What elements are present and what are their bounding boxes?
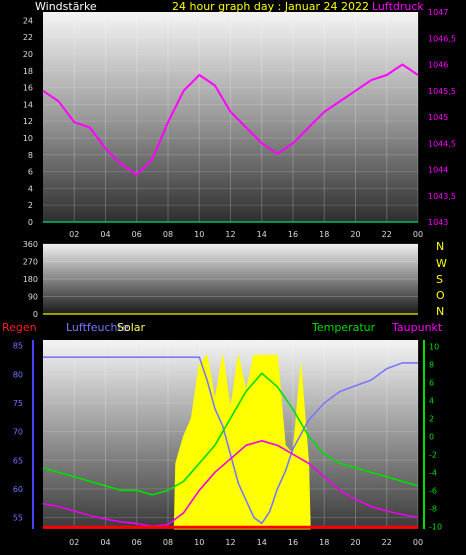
- humidity-ytick-65: 65: [13, 456, 23, 465]
- direction-label-s: S: [436, 273, 443, 286]
- top-xtick-04: 04: [100, 230, 110, 239]
- wind-ytick-0: 0: [28, 218, 33, 227]
- wind-ytick-10: 10: [23, 134, 33, 143]
- pressure-ytick-1043,5: 1043,5: [428, 192, 456, 201]
- pressure-ytick-1044,5: 1044,5: [428, 139, 456, 148]
- pressure-ytick-1045,5: 1045,5: [428, 87, 456, 96]
- temperature-legend: Temperatur: [312, 321, 376, 334]
- bottom-xtick-06: 06: [132, 538, 142, 547]
- humidity-ytick-70: 70: [13, 428, 23, 437]
- direction-ytick-360: 360: [23, 240, 38, 249]
- wind-ytick-22: 22: [23, 33, 33, 42]
- pressure-ytick-1045: 1045: [428, 113, 448, 122]
- bottom-xtick-00: 00: [413, 538, 423, 547]
- wind-ytick-16: 16: [23, 84, 33, 93]
- direction-ytick-270: 270: [23, 258, 38, 267]
- wind-direction-plot: [43, 244, 418, 314]
- top-xtick-08: 08: [163, 230, 173, 239]
- temp-ytick-0: 0: [429, 432, 434, 441]
- top-xtick-16: 16: [288, 230, 298, 239]
- temp-ytick-10: 10: [429, 342, 439, 351]
- direction-ytick-0: 0: [33, 310, 38, 319]
- humidity-ytick-55: 55: [13, 514, 23, 523]
- dewpoint-line: [42, 440, 419, 528]
- temp-ytick--2: -2: [429, 450, 437, 459]
- top-xtick-00: 00: [413, 230, 423, 239]
- wind-pressure-plot: [43, 12, 418, 222]
- direction-ytick-180: 180: [23, 275, 38, 284]
- bottom-xtick-18: 18: [319, 538, 329, 547]
- temp-ytick-6: 6: [429, 378, 434, 387]
- wind-ytick-14: 14: [23, 100, 33, 109]
- solar-legend: Solar: [117, 321, 146, 334]
- pressure-ytick-1043: 1043: [428, 218, 448, 227]
- wind-ytick-12: 12: [23, 117, 33, 126]
- temperature-line: [42, 372, 419, 496]
- bottom-xtick-02: 02: [69, 538, 79, 547]
- temp-ytick--6: -6: [429, 486, 437, 495]
- chart-title: 24 hour graph day : Januar 24 2022: [172, 0, 369, 13]
- rain-legend: Regen: [2, 321, 37, 334]
- bottom-xtick-12: 12: [225, 538, 235, 547]
- pressure-ytick-1046,5: 1046,5: [428, 34, 456, 43]
- humidity-ytick-75: 75: [13, 399, 23, 408]
- bottom-xtick-04: 04: [100, 538, 110, 547]
- temp-ytick--8: -8: [429, 504, 437, 513]
- temp-ytick--10: -10: [429, 522, 442, 531]
- top-xtick-10: 10: [194, 230, 204, 239]
- pressure-ytick-1044: 1044: [428, 166, 448, 175]
- wind-axis-label: Windstärke: [35, 0, 97, 13]
- temp-ytick-8: 8: [429, 360, 434, 369]
- humidity-ytick-80: 80: [13, 370, 23, 379]
- top-xtick-02: 02: [69, 230, 79, 239]
- wind-ytick-18: 18: [23, 67, 33, 76]
- direction-label-w: W: [436, 257, 447, 270]
- humidity-legend: Luftfeuchte: [66, 321, 129, 334]
- humidity-ytick-60: 60: [13, 485, 23, 494]
- direction-label-n-top: N: [436, 240, 445, 253]
- temp-ytick-2: 2: [429, 414, 434, 423]
- wind-ytick-2: 2: [28, 201, 33, 210]
- wind-ytick-4: 4: [28, 184, 33, 193]
- pressure-ytick-1046: 1046: [428, 61, 448, 70]
- bottom-xtick-16: 16: [288, 538, 298, 547]
- top-xtick-20: 20: [350, 230, 360, 239]
- wind-ytick-24: 24: [23, 16, 33, 25]
- top-xtick-06: 06: [132, 230, 142, 239]
- pressure-ytick-1047: 1047: [428, 8, 448, 17]
- direction-label-o: O: [436, 289, 445, 302]
- direction-ytick-90: 90: [28, 293, 38, 302]
- humidity-line: [43, 356, 418, 525]
- temp-ytick-4: 4: [429, 396, 434, 405]
- temp-ytick--4: -4: [429, 468, 437, 477]
- wind-ytick-6: 6: [28, 168, 33, 177]
- bottom-xtick-20: 20: [350, 538, 360, 547]
- wind-ytick-8: 8: [28, 151, 33, 160]
- top-xtick-18: 18: [319, 230, 329, 239]
- bottom-xtick-22: 22: [382, 538, 392, 547]
- bottom-xtick-10: 10: [194, 538, 204, 547]
- direction-label-n-bottom: N: [436, 305, 445, 318]
- bottom-xtick-14: 14: [257, 538, 267, 547]
- top-xtick-22: 22: [382, 230, 392, 239]
- dewpoint-legend: Taupunkt: [392, 321, 443, 334]
- bottom-xtick-08: 08: [163, 538, 173, 547]
- wind-ytick-20: 20: [23, 50, 33, 59]
- pressure-axis-label: Luftdruck: [372, 0, 424, 13]
- top-xtick-14: 14: [257, 230, 267, 239]
- pressure-line: [42, 63, 419, 176]
- top-xtick-12: 12: [225, 230, 235, 239]
- humidity-ytick-85: 85: [13, 342, 23, 351]
